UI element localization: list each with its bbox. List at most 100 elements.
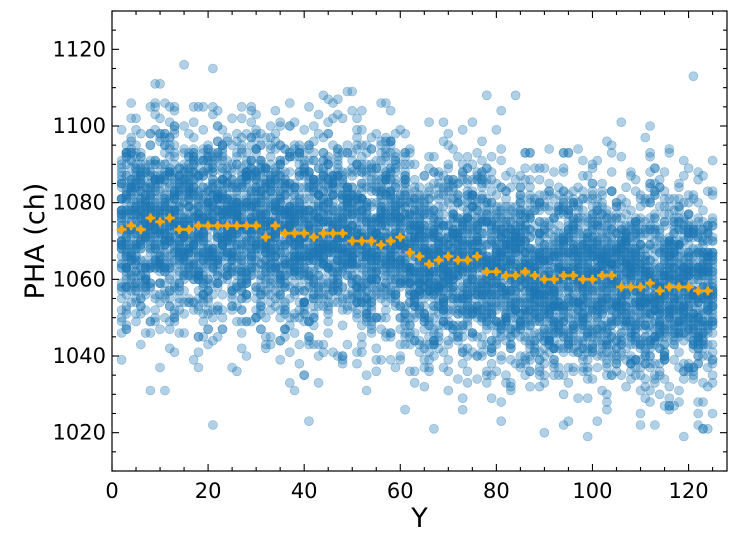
scatter-point: [265, 331, 276, 342]
scatter-point: [462, 366, 473, 377]
scatter-point: [116, 240, 127, 250]
scatter-point: [414, 182, 425, 193]
scatter-point: [356, 105, 367, 116]
scatter-point: [539, 370, 550, 381]
scatter-point: [121, 247, 132, 258]
scatter-point: [366, 305, 377, 315]
scatter-point: [462, 377, 473, 388]
scatter-point: [116, 167, 127, 177]
scatter-point: [179, 328, 189, 338]
scatter-point: [121, 282, 132, 292]
scatter-point: [155, 79, 165, 89]
scatter-point: [121, 148, 132, 158]
scatter-point: [337, 113, 348, 124]
scatter-point: [121, 236, 132, 246]
scatter-point: [284, 377, 295, 388]
scatter-point: [304, 102, 314, 112]
scatter-point: [308, 121, 319, 131]
scatter-point: [323, 308, 334, 319]
scatter-point: [443, 159, 454, 170]
scatter-point: [131, 316, 141, 327]
scatter-point: [232, 366, 242, 377]
scatter-point: [265, 151, 276, 162]
scatter-point: [390, 362, 401, 373]
scatter-point: [395, 354, 406, 365]
scatter-point: [270, 105, 281, 116]
scatter-point: [116, 251, 127, 262]
scatter-point: [385, 105, 396, 116]
scatter-point: [208, 420, 218, 430]
scatter-point: [179, 59, 189, 70]
scatter-point: [409, 328, 420, 338]
scatter-point: [275, 117, 286, 127]
scatter-point: [121, 262, 132, 273]
scatter-point: [198, 102, 209, 112]
scatter-point: [116, 178, 127, 189]
scatter-point: [116, 243, 127, 254]
scatter-point: [457, 125, 468, 135]
scatter-point: [116, 354, 127, 365]
scatter-point: [472, 148, 483, 158]
scatter-point: [121, 289, 132, 300]
scatter-point: [121, 190, 132, 200]
scatter-point: [491, 190, 502, 200]
scatter-point: [136, 339, 146, 350]
scatter-point: [419, 381, 430, 392]
scatter-point: [337, 354, 348, 365]
scatter-point: [457, 331, 468, 342]
scatter-point: [116, 240, 127, 250]
scatter-point: [236, 343, 247, 354]
scatter-point: [155, 324, 165, 335]
scatter-point: [438, 117, 449, 127]
scatter-point: [405, 144, 415, 154]
scatter-point: [188, 132, 199, 143]
scatter-point: [284, 347, 295, 358]
scatter-point: [525, 213, 535, 223]
scatter-point: [116, 163, 127, 173]
scatter-point: [116, 205, 127, 216]
scatter-point: [525, 366, 535, 377]
scatter-point: [323, 328, 334, 338]
scatter-point: [121, 240, 132, 250]
scatter-point: [438, 209, 449, 219]
scatter-point: [477, 136, 487, 147]
scatter-point: [371, 366, 382, 377]
scatter-point: [544, 144, 555, 154]
scatter-point: [429, 423, 439, 434]
scatter-point: [116, 243, 127, 254]
scatter-point: [179, 285, 189, 296]
scatter-point: [515, 194, 526, 204]
scatter-point: [121, 320, 132, 331]
scatter-point: [116, 213, 127, 223]
scatter-point: [116, 316, 127, 327]
scatter-point: [472, 374, 483, 384]
scatter-point: [198, 125, 209, 135]
scatter-point: [116, 259, 127, 269]
scatter-point: [381, 305, 391, 315]
scatter-point: [256, 155, 266, 166]
scatter-point: [313, 377, 324, 388]
scatter-point: [121, 209, 132, 219]
scatter-point: [457, 404, 468, 415]
scatter-point: [496, 105, 507, 116]
scatter-point: [539, 163, 550, 173]
scatter-point: [121, 190, 132, 200]
scatter-point: [121, 262, 132, 273]
scatter-point: [136, 243, 146, 254]
scatter-point: [337, 320, 348, 331]
scatter-point: [116, 194, 127, 204]
scatter-point: [491, 339, 502, 350]
scatter-point: [265, 121, 276, 131]
scatter-point: [342, 339, 353, 350]
scatter-point: [121, 205, 132, 216]
scatter-points: [116, 59, 718, 442]
scatter-point: [126, 132, 136, 143]
scatter-point: [318, 347, 329, 358]
scatter-point: [299, 125, 310, 135]
scatter-point: [385, 354, 396, 365]
scatter-point: [501, 194, 511, 204]
scatter-point: [400, 128, 410, 139]
scatter-point: [356, 125, 367, 135]
scatter-point: [294, 358, 305, 369]
scatter-point: [323, 128, 334, 139]
